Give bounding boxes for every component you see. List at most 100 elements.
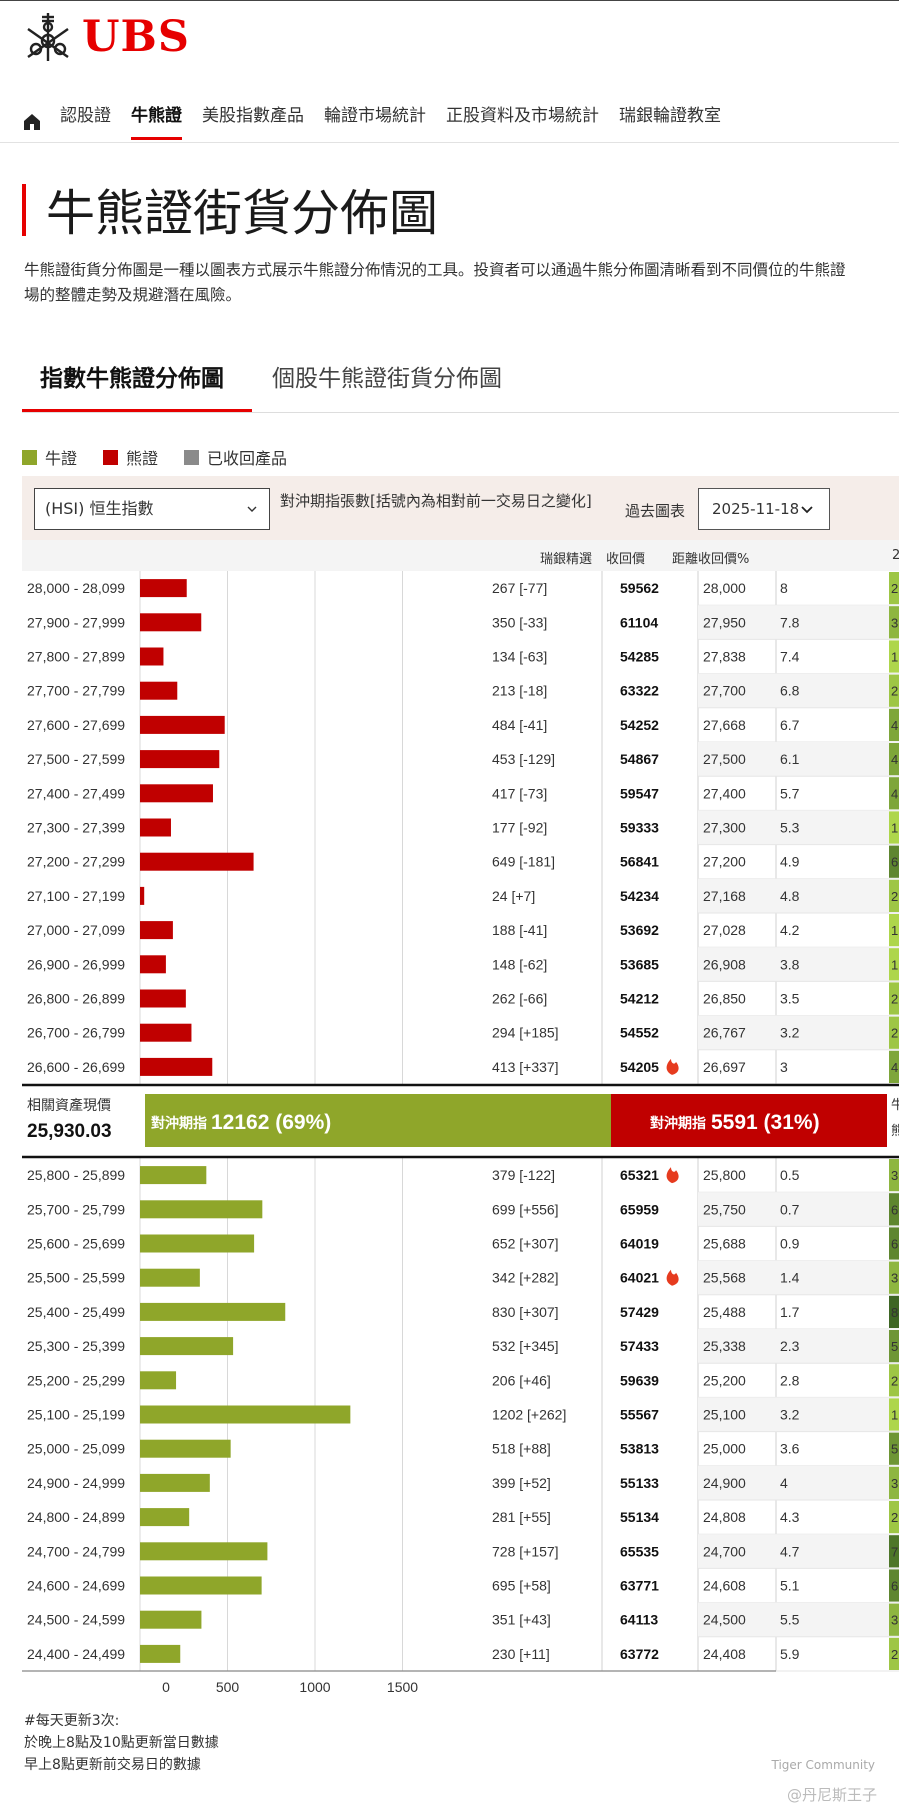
row-hedge-change: 177 [-92] [492,820,547,836]
date-select[interactable]: 2025-11-18 [698,488,830,530]
row-hedge-change: 830 [+307] [492,1304,559,1320]
bull-bar[interactable] [140,1371,177,1390]
bear-bar[interactable] [140,750,220,769]
bear-bar[interactable] [140,886,145,905]
col-pick: 瑞銀精選 [540,552,593,567]
row-product-code[interactable]: 56841 [620,854,659,870]
row-product-code[interactable]: 63772 [620,1646,659,1662]
row-product-code[interactable]: 63322 [620,683,659,699]
row-product-code[interactable]: 54867 [620,751,659,767]
row-distance: 4.8 [780,888,800,904]
legend-called[interactable]: 已收回產品 [184,445,287,469]
tab-index-cbbc[interactable]: 指數牛熊證分佈圖 [40,366,224,392]
row-product-code[interactable]: 54234 [620,888,659,904]
bull-bar[interactable] [140,1405,351,1424]
row-product-code[interactable]: 59639 [620,1372,659,1388]
nav-item-warrants[interactable]: 認股證 [60,106,111,126]
bear-bar[interactable] [140,613,202,632]
row-range-label: 24,500 - 24,599 [27,1612,125,1628]
nav-item-us-index-products[interactable]: 美股指數產品 [202,106,304,126]
row-product-code[interactable]: 54252 [620,717,659,733]
bull-bar[interactable] [140,1337,234,1356]
legend-bear[interactable]: 熊證 [103,445,158,469]
row-hedge-change: 413 [+337] [492,1059,559,1075]
chart-tabs: 指數牛熊證分佈圖 個股牛熊證街貨分佈圖 [22,357,899,413]
tab-stock-cbbc[interactable]: 個股牛熊證街貨分佈圖 [272,366,502,392]
row-stripe [698,605,899,640]
bear-bar[interactable] [140,681,178,700]
row-product-code[interactable]: 54212 [620,991,659,1007]
spot-tail-bear: 熊 [891,1123,899,1138]
bear-bar[interactable] [140,579,187,598]
bear-bar[interactable] [140,955,166,974]
row-product-code[interactable]: 59562 [620,580,659,596]
x-tick-label: 0 [162,1679,170,1695]
home-icon[interactable] [22,112,42,132]
bull-bar[interactable] [140,1542,268,1561]
bull-bar[interactable] [140,1268,200,1287]
row-product-code[interactable]: 59333 [620,820,659,836]
bear-bar[interactable] [140,784,213,803]
row-distance: 0.9 [780,1236,800,1252]
row-product-code[interactable]: 55133 [620,1475,659,1491]
row-product-code[interactable]: 53692 [620,922,659,938]
nav-item-stock-data[interactable]: 正股資料及市場統計 [446,106,599,126]
row-product-code[interactable]: 65321 [620,1167,659,1183]
fire-icon [666,1058,679,1075]
bear-bar[interactable] [140,1057,213,1076]
index-select[interactable]: (HSI) 恒生指數 [34,488,270,530]
bear-bar[interactable] [140,852,254,871]
bull-bar[interactable] [140,1302,286,1321]
row-product-code[interactable]: 64113 [620,1612,658,1628]
bull-bar[interactable] [140,1166,207,1185]
row-call-price: 27,838 [703,649,746,665]
row-product-code[interactable]: 54285 [620,649,659,665]
row-product-code[interactable]: 54205 [620,1059,659,1075]
ubs-logo[interactable]: UBS [22,11,190,63]
bull-bar[interactable] [140,1200,263,1219]
row-product-code[interactable]: 53813 [620,1441,659,1457]
bull-bar[interactable] [140,1576,262,1595]
description-line-1: 牛熊證街貨分佈圖是一種以圖表方式展示牛熊證分佈情況的工具。投資者可以通過牛熊分佈… [24,261,846,279]
bear-bar[interactable] [140,647,164,666]
heat-cell-label: 2 [891,684,898,699]
row-product-code[interactable]: 57429 [620,1304,659,1320]
row-product-code[interactable]: 65535 [620,1543,659,1559]
bear-bar[interactable] [140,1023,192,1042]
row-product-code[interactable]: 54552 [620,1025,659,1041]
row-product-code[interactable]: 59547 [620,785,659,801]
bull-hedge-share-bar[interactable] [145,1094,611,1147]
bull-bar[interactable] [140,1508,190,1527]
heat-cell-label: 2 [891,1373,898,1388]
row-product-code[interactable]: 55134 [620,1509,659,1525]
bull-bar[interactable] [140,1234,255,1253]
bear-hedge-share-bar[interactable] [611,1094,887,1147]
nav-item-cbbc[interactable]: 牛熊證 [131,104,182,140]
bull-bar[interactable] [140,1473,210,1492]
row-product-code[interactable]: 57433 [620,1338,659,1354]
row-product-code[interactable]: 53685 [620,956,659,972]
bull-bar[interactable] [140,1644,181,1663]
active-tab-indicator [22,409,252,412]
row-hedge-change: 262 [-66] [492,991,547,1007]
nav-item-market-stats[interactable]: 輪證市場統計 [324,106,426,126]
row-product-code[interactable]: 65959 [620,1201,659,1217]
row-call-price: 24,608 [703,1578,746,1594]
heat-cell-label: 2 [891,1647,898,1662]
row-product-code[interactable]: 64021 [620,1270,659,1286]
bull-bar[interactable] [140,1610,202,1629]
bear-bar[interactable] [140,715,225,734]
nav-item-education[interactable]: 瑞銀輪證教室 [619,106,721,126]
legend-bull[interactable]: 牛證 [22,445,77,469]
row-stripe [698,1192,899,1227]
bear-bar[interactable] [140,818,171,837]
bear-bar[interactable] [140,921,173,940]
row-product-code[interactable]: 55567 [620,1407,659,1423]
row-product-code[interactable]: 61104 [620,614,658,630]
bear-bar[interactable] [140,989,186,1008]
row-stripe [698,673,899,708]
bull-bar[interactable] [140,1439,231,1458]
row-product-code[interactable]: 63771 [620,1578,659,1594]
row-range-label: 27,400 - 27,499 [27,785,125,801]
row-product-code[interactable]: 64019 [620,1236,659,1252]
